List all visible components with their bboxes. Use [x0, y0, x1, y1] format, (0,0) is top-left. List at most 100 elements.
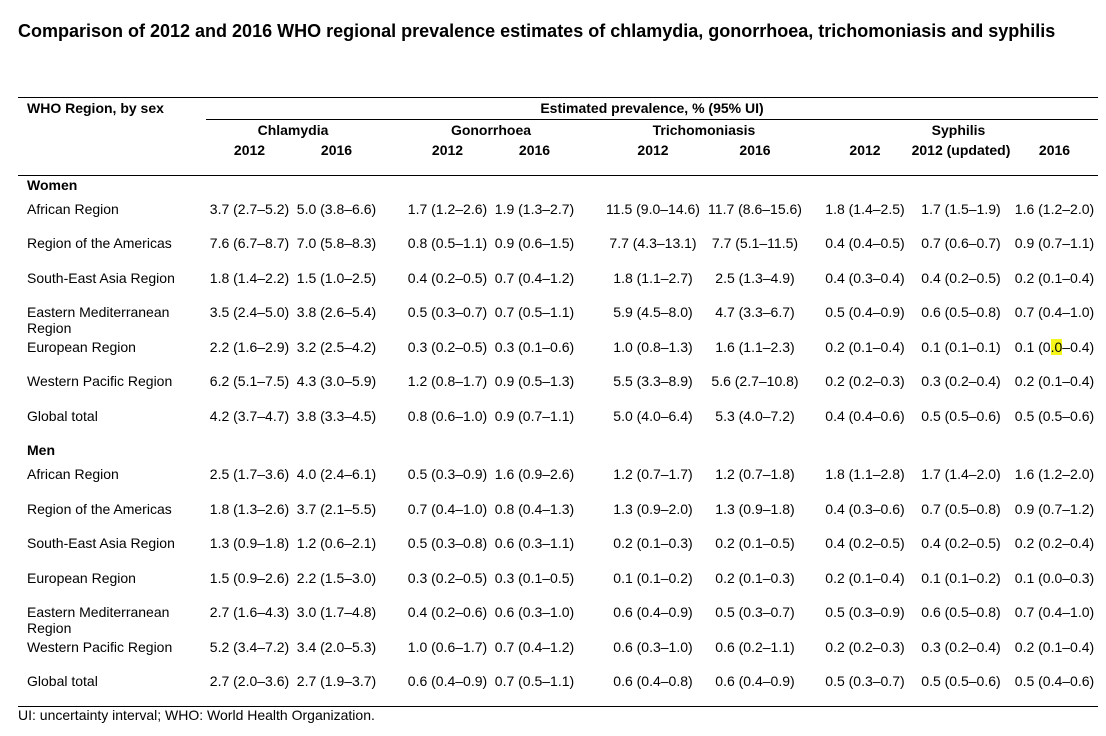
prevalence-value: 0.9 (0.7–1.2) — [1014, 500, 1095, 517]
prevalence-value: 6.2 (5.1–7.5) — [209, 373, 290, 389]
prevalence-value: 0.2 (0.2–0.4) — [1014, 535, 1095, 551]
prevalence-value: 0.4 (0.2–0.5) — [407, 269, 488, 286]
prevalence-value: 3.2 (2.5–4.2) — [296, 338, 377, 355]
prevalence-value: 0.1 (0.0–0.3) — [1014, 569, 1095, 586]
prevalence-value: 0.7 (0.6–0.7) — [921, 235, 1001, 251]
table-row: Eastern Mediterranean Region 2.7 (1.6–4.3… — [18, 603, 1098, 638]
prevalence-value: 0.6 (0.2–1.1) — [715, 638, 795, 655]
prevalence-value: 2.7 (2.0–3.6) — [209, 673, 290, 689]
prevalence-value: 0.6 (0.4–0.8) — [613, 673, 693, 689]
prevalence-value: 1.8 (1.1–2.8) — [825, 466, 905, 482]
prevalence-value: 0.3 (0.2–0.5) — [407, 569, 488, 586]
prevalence-value: 0.7 (0.4–1.0) — [407, 500, 488, 517]
disease-header-syphilis: Syphilis — [819, 119, 1098, 140]
prevalence-value: 1.5 (0.9–2.6) — [209, 569, 290, 586]
disease-header-gonorrhoea: Gonorrhoea — [404, 119, 578, 140]
prevalence-value: 0.8 (0.5–1.1) — [407, 235, 488, 251]
prevalence-value: 0.4 (0.2–0.5) — [921, 269, 1001, 286]
prevalence-value: 7.7 (5.1–11.5) — [711, 235, 799, 251]
prevalence-value: 0.4 (0.3–0.4) — [825, 269, 905, 286]
prevalence-value: 0.2 (0.1–0.4) — [1014, 269, 1095, 286]
region-label: Western Pacific Region — [27, 638, 173, 655]
region-label: South-East Asia Region — [27, 535, 175, 551]
women-section: Women African Region 3.7 (2.7–5.2) 5.0 (3.8… — [18, 175, 1098, 442]
prevalence-value: 0.1 (0.1–0.1) — [921, 338, 1001, 355]
prevalence-value: 2.7 (1.6–4.3) — [209, 604, 290, 620]
prevalence-value: 2.5 (1.3–4.9) — [715, 269, 795, 286]
table-row: South-East Asia Region 1.3 (0.9–1.8) 1.2 (… — [18, 534, 1098, 569]
prevalence-value: 2.5 (1.7–3.6) — [209, 466, 290, 482]
prevalence-value: 5.0 (3.8–6.6) — [296, 200, 377, 217]
prevalence-value: 3.8 (2.6–5.4) — [296, 304, 377, 320]
region-label: European Region — [27, 338, 136, 355]
prevalence-value: 1.9 (1.3–2.7) — [494, 200, 575, 217]
prevalence-value: 0.2 (0.2–0.3) — [825, 373, 905, 389]
prevalence-value: 0.2 (0.1–0.4) — [825, 569, 905, 586]
prevalence-value: 0.5 (0.3–0.9) — [407, 466, 488, 482]
prevalence-value: 1.6 (1.1–2.3) — [715, 338, 795, 355]
prevalence-value: 0.7 (0.4–1.2) — [494, 638, 575, 655]
table-row: Western Pacific Region 5.2 (3.4–7.2) 3.4 (… — [18, 638, 1098, 673]
prevalence-value: 11.5 (9.0–14.6) — [606, 200, 700, 217]
prevalence-value: 0.9 (0.7–1.1) — [494, 407, 575, 424]
table-row: Western Pacific Region 6.2 (5.1–7.5) 4.3 (… — [18, 372, 1098, 407]
prevalence-value: 2.2 (1.5–3.0) — [296, 569, 377, 586]
group-label: Women — [27, 177, 78, 193]
region-label: European Region — [27, 569, 136, 586]
prevalence-value: 0.5 (0.4–0.6) — [1014, 673, 1095, 689]
region-label: Global total — [27, 407, 98, 424]
region-label: Region of the Americas — [27, 235, 172, 251]
prevalence-value: 1.3 (0.9–2.0) — [613, 500, 693, 517]
table-row: African Region 2.5 (1.7–3.6) 4.0 (2.4–6.1)… — [18, 465, 1098, 500]
prevalence-value: 0.5 (0.4–0.9) — [825, 304, 905, 320]
prevalence-value: 0.2 (0.1–0.3) — [715, 569, 795, 586]
prevalence-value: 4.0 (2.4–6.1) — [296, 466, 377, 482]
prevalence-value: 0.5 (0.5–0.6) — [921, 673, 1001, 689]
year-header: 2012 — [431, 141, 464, 158]
prevalence-value: 0.8 (0.4–1.3) — [494, 500, 575, 517]
prevalence-value: 1.2 (0.7–1.8) — [715, 466, 795, 482]
table-row: European Region 2.2 (1.6–2.9) 3.2 (2.5–4.2… — [18, 338, 1098, 373]
prevalence-value: 7.6 (6.7–8.7) — [209, 235, 290, 251]
prevalence-value: 1.2 (0.6–2.1) — [296, 535, 377, 551]
prevalence-value: 0.7 (0.4–1.2) — [494, 269, 575, 286]
prevalence-value: 0.7 (0.4–1.0) — [1014, 304, 1095, 320]
region-label: Western Pacific Region — [27, 373, 173, 389]
prevalence-value: 0.6 (0.5–0.8) — [921, 304, 1001, 320]
region-label: Eastern Mediterranean Region — [27, 604, 170, 636]
prevalence-value: 0.5 (0.3–0.9) — [825, 604, 905, 620]
prevalence-value: 7.7 (4.3–13.1) — [609, 235, 697, 251]
table-row: Global total 2.7 (2.0–3.6) 2.7 (1.9–3.7) 0.… — [18, 672, 1098, 707]
prevalence-value: 4.7 (3.3–6.7) — [715, 304, 795, 320]
page-title: Comparison of 2012 and 2016 WHO regional… — [18, 21, 1056, 41]
prevalence-value: 0.6 (0.4–0.9) — [715, 673, 795, 689]
prevalence-table: WHO Region, by sex Estimated prevalence,… — [18, 97, 1098, 707]
prevalence-value: 1.8 (1.4–2.5) — [825, 200, 905, 217]
prevalence-value: 1.2 (0.7–1.7) — [613, 466, 693, 482]
prevalence-value: 1.6 (1.2–2.0) — [1014, 200, 1095, 217]
disease-header-trichomoniasis: Trichomoniasis — [602, 119, 806, 140]
prevalence-value: 1.7 (1.5–1.9) — [921, 200, 1001, 217]
prevalence-value: 4.3 (3.0–5.9) — [296, 373, 377, 389]
prevalence-value: 1.2 (0.8–1.7) — [407, 373, 488, 389]
prevalence-value: 1.0 (0.6–1.7) — [407, 638, 488, 655]
prevalence-value: 0.6 (0.3–1.0) — [494, 604, 575, 620]
prevalence-value: 0.3 (0.1–0.5) — [494, 569, 575, 586]
prevalence-value: 0.4 (0.2–0.6) — [407, 604, 488, 620]
region-column-header: WHO Region, by sex — [18, 97, 206, 120]
prevalence-value: 0.9 (0.7–1.1) — [1014, 235, 1095, 251]
prevalence-value: 7.0 (5.8–8.3) — [296, 235, 377, 251]
year-header: 2016 — [518, 141, 551, 158]
prevalence-value: 0.5 (0.5–0.6) — [1014, 407, 1095, 424]
prevalence-value: 0.4 (0.4–0.5) — [825, 235, 905, 251]
prevalence-value: 1.7 (1.4–2.0) — [921, 466, 1001, 482]
year-header: 2012 — [637, 141, 669, 158]
region-label: Region of the Americas — [27, 500, 172, 517]
prevalence-value: 0.7 (0.5–1.1) — [494, 673, 575, 689]
prevalence-value: 0.5 (0.3–0.7) — [825, 673, 905, 689]
year-header: 2012 — [849, 141, 881, 158]
region-label: African Region — [27, 200, 119, 217]
prevalence-value: 0.5 (0.3–0.8) — [407, 535, 488, 551]
prevalence-value: 5.9 (4.5–8.0) — [613, 304, 693, 320]
group-label: Men — [27, 442, 55, 458]
